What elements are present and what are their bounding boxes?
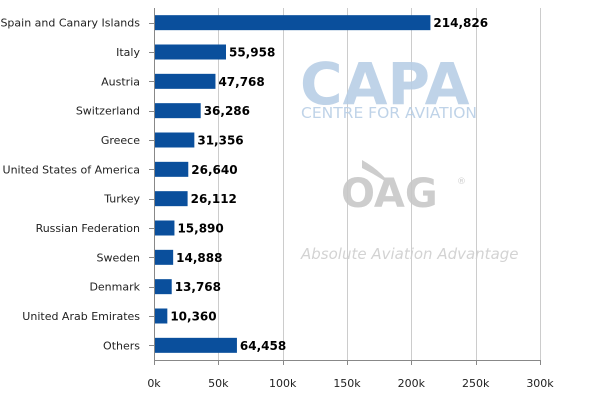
category-label: Italy [116,46,140,59]
x-tick-label: 250k [462,377,490,390]
data-label: 13,768 [175,280,221,294]
grid-lines [218,8,541,360]
category-label: Others [103,339,140,352]
registered-icon: ® [457,177,466,187]
category-label: Switzerland [76,105,140,118]
category-label: United Arab Emirates [22,310,140,323]
bar [155,220,175,236]
bars [155,15,431,353]
x-tick-label: 50k [208,377,229,390]
category-label: Spain and Canary Islands [0,17,140,30]
bar [155,132,195,148]
bar [155,249,174,265]
data-label: 10,360 [170,310,216,324]
bar [155,103,201,119]
value-labels: 214,826 55,958 47,768 36,286 31,356 26,640 26,… [170,16,488,353]
bar [155,279,172,295]
x-tick-label: 200k [398,377,426,390]
data-label: 15,890 [177,222,223,236]
category-label: Russian Federation [36,222,140,235]
category-label: Turkey [103,193,140,206]
oag-swoosh-icon [362,160,392,186]
x-tick-label: 300k [526,377,554,390]
data-label: 47,768 [218,75,264,89]
x-tick-label: 0k [147,377,161,390]
x-axis: 0k 50k 100k 150k 200k 250k 300k [147,8,554,390]
category-label: Greece [101,134,140,147]
bar [155,337,237,353]
data-label: 31,356 [197,134,243,148]
category-label: United States of America [3,163,140,176]
bar [155,15,431,31]
data-label: 64,458 [240,339,286,353]
category-labels: Spain and Canary Islands Italy Austria Swit… [0,17,140,353]
data-label: 26,112 [191,192,237,206]
capa-logo: CAPA [300,50,470,118]
data-label: 26,640 [191,163,237,177]
x-tick-label: 150k [333,377,361,390]
data-label: 214,826 [433,16,488,30]
bar [155,191,188,207]
data-label: 36,286 [204,104,250,118]
category-label: Sweden [97,251,140,264]
x-tick-label: 100k [269,377,297,390]
category-label: Denmark [89,281,140,294]
oag-tagline: Absolute Aviation Advantage [300,245,519,263]
bar [155,161,189,177]
capa-subtitle: CENTRE FOR AVIATION [301,104,477,122]
bar [155,44,226,60]
bar [155,308,168,324]
data-label: 14,888 [176,251,222,265]
data-label: 55,958 [229,46,275,60]
watermark-layer: CAPA CENTRE FOR AVIATION OAG ® Absolute … [300,50,519,263]
bar [155,73,216,89]
category-label: Austria [101,75,140,88]
oag-logo: OAG [341,171,438,217]
